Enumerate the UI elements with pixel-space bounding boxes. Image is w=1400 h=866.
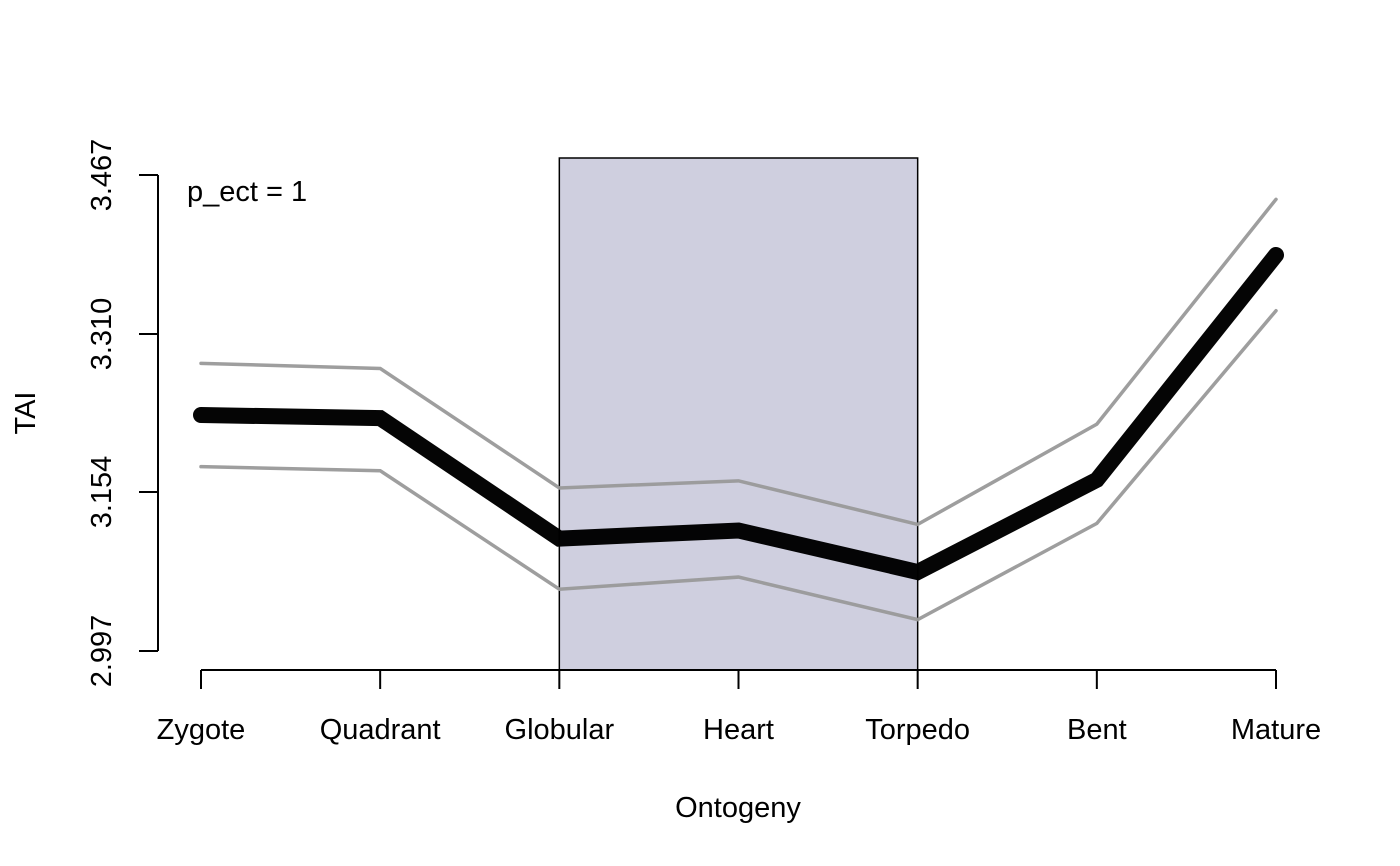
x-tick-label-torpedo: Torpedo [865,714,970,746]
series-layer [193,197,1284,622]
y-tick-label-2: 3.310 [86,298,118,371]
x-tick-label-globular: Globular [505,714,615,746]
highlight-region [558,157,919,671]
y-tick-label-1: 3.154 [86,456,118,529]
x-tick-label-bent: Bent [1067,714,1127,746]
y-tick-label-0: 2.997 [86,615,118,688]
x-tick-label-zygote: Zygote [157,714,246,746]
x-tick-label-quadrant: Quadrant [320,714,441,746]
x-tick-label-mature: Mature [1231,714,1321,746]
p-ect-annotation: p_ect = 1 [187,176,307,208]
axis-layer: Zygote Quadrant Globular Heart Torpedo Bent Ma… [86,139,1321,746]
y-axis-title: TAI [10,392,42,435]
x-axis-title: Ontogeny [675,792,801,824]
y-tick-label-3: 3.467 [86,139,118,212]
x-tick-label-heart: Heart [703,714,774,746]
